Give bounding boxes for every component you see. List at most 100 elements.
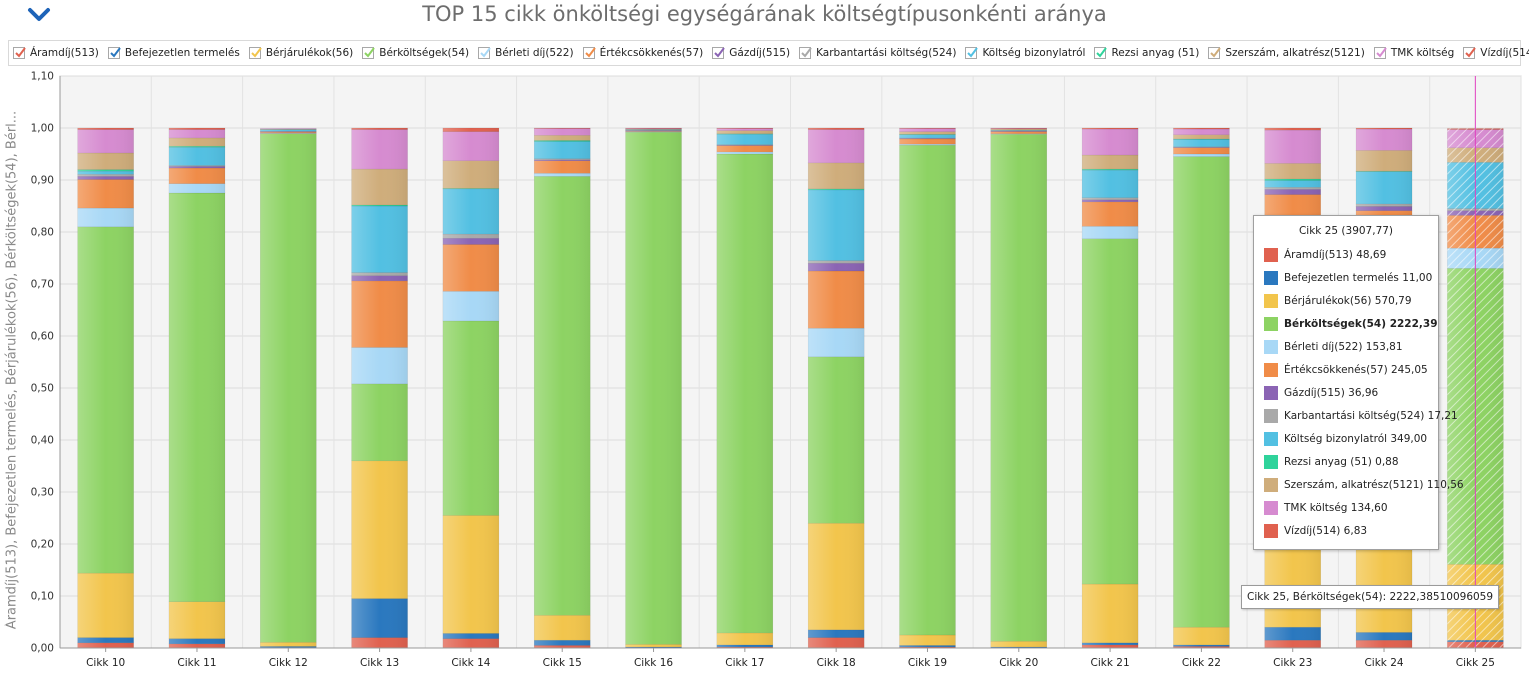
legend-item[interactable]: Bérleti díj(522) xyxy=(478,47,574,59)
legend-item-label: Szerszám, alkatrész(5121) xyxy=(1225,47,1365,59)
bar-segment-shade xyxy=(1082,199,1139,202)
tooltip-row-label: Áramdíj(513) 48,69 xyxy=(1284,248,1387,261)
legend-item-label: Vízdíj(514) xyxy=(1480,47,1529,59)
tooltip-row: Vízdíj(514) 6,83 xyxy=(1254,519,1438,542)
tooltip-swatch xyxy=(1264,385,1278,400)
x-tick-label: Cikk 25 xyxy=(1456,657,1495,669)
legend-item[interactable]: Költség bizonylatról xyxy=(965,47,1085,59)
bar-segment-shade xyxy=(1173,156,1230,628)
legend-item[interactable]: Bérköltségek(54) xyxy=(362,47,469,59)
legend-item[interactable]: Rezsi anyag (51) xyxy=(1094,47,1199,59)
bar-segment-shade xyxy=(1264,627,1321,641)
bar-segment-shade xyxy=(625,129,682,130)
bar-segment-shade xyxy=(808,629,865,638)
tooltip-row-label: Karbantartási költség(524) 17,21 xyxy=(1284,409,1458,422)
bar-segment-shade xyxy=(351,129,408,170)
tooltip-row: Bérjárulékok(56) 570,79 xyxy=(1254,289,1438,312)
bar-segment-shade xyxy=(1173,134,1230,139)
bar-segment-shade xyxy=(990,131,1047,134)
collapse-chevron-icon[interactable] xyxy=(26,4,52,26)
tooltip-title: Cikk 25 (3907,77) xyxy=(1298,225,1394,237)
x-tick-label: Cikk 14 xyxy=(451,657,490,669)
legend-item[interactable]: Befejezetlen termelés xyxy=(107,47,240,59)
bar-segment-shade xyxy=(808,188,865,190)
bar-segment-shade xyxy=(716,128,773,129)
bar-segment-shade xyxy=(990,133,1047,135)
y-tick-label: 0,30 xyxy=(31,487,54,499)
bar-segment-shade xyxy=(1082,644,1139,648)
bar-segment-shade xyxy=(77,174,134,177)
bar-segment-shade xyxy=(990,128,1047,130)
bar-segment-shade xyxy=(899,128,956,132)
bar-segment-shade xyxy=(716,144,773,146)
bar-segment-shade xyxy=(168,643,225,648)
checkbox-checked-icon[interactable] xyxy=(712,47,726,59)
bar-segment-shade xyxy=(77,642,134,648)
bar-segment-shade xyxy=(808,162,865,189)
checkbox-checked-icon[interactable] xyxy=(965,47,979,59)
checkbox-checked-icon[interactable] xyxy=(1208,47,1222,59)
legend-item[interactable]: Vízdíj(514) xyxy=(1463,47,1529,59)
tooltip-row: Befejezetlen termelés 11,00 xyxy=(1254,266,1438,289)
bar-segment-shade xyxy=(1173,646,1230,648)
x-tick-label: Cikk 24 xyxy=(1364,657,1403,669)
bar-segment-shade xyxy=(625,130,682,132)
bar-segment-shade xyxy=(168,193,225,602)
legend-item[interactable]: Karbantartási költség(524) xyxy=(799,47,956,59)
checkbox-checked-icon[interactable] xyxy=(1094,47,1108,59)
bar-segment-shade xyxy=(899,646,956,648)
bar-segment-shade xyxy=(534,135,591,141)
bar-segment-shade xyxy=(442,160,499,189)
bar-segment-shade xyxy=(260,131,317,133)
bar-segment-shade xyxy=(716,128,773,131)
bar-segment-shade xyxy=(1082,226,1139,239)
bar-segment-shade xyxy=(1264,163,1321,179)
tooltip-row-label: Rezsi anyag (51) 0,88 xyxy=(1284,455,1399,468)
bar-segment-shade xyxy=(351,206,408,273)
bar-segment-shade xyxy=(534,128,591,136)
bar-segment-shade xyxy=(77,179,134,209)
bar-segment-shade xyxy=(899,131,956,135)
bar-segment-shade xyxy=(260,129,317,130)
bar-segment-shade xyxy=(1173,644,1230,647)
bar-segment-shade xyxy=(808,356,865,524)
legend-item[interactable]: Szerszám, alkatrész(5121) xyxy=(1208,47,1365,59)
tooltip-swatch xyxy=(1264,270,1278,285)
checkbox-checked-icon[interactable] xyxy=(248,47,262,59)
checkbox-checked-icon[interactable] xyxy=(362,47,376,59)
bar-segment-shade xyxy=(77,169,134,172)
bar-segment-shade xyxy=(1264,128,1321,131)
x-tick-label: Cikk 13 xyxy=(360,657,399,669)
tooltip-row: Gázdíj(515) 36,96 xyxy=(1254,381,1438,404)
checkbox-checked-icon[interactable] xyxy=(478,47,491,59)
bar-segment-shade xyxy=(442,320,499,516)
checkbox-checked-icon[interactable] xyxy=(582,47,596,59)
tooltip-swatch xyxy=(1264,523,1278,538)
legend-item[interactable]: Bérjárulékok(56) xyxy=(248,47,353,59)
checkbox-checked-icon[interactable] xyxy=(13,47,26,59)
bar-segment-shade xyxy=(990,131,1047,132)
bar-segment-shade xyxy=(1356,206,1413,211)
checkbox-checked-icon[interactable] xyxy=(1463,47,1477,59)
tooltip-row: Bérleti díj(522) 153,81 xyxy=(1254,335,1438,358)
bar-segment-shade xyxy=(625,128,682,129)
bar-segment-shade xyxy=(625,131,682,133)
bar-segment-shade xyxy=(1264,189,1321,195)
legend-item[interactable]: TMK költség xyxy=(1373,47,1454,59)
legend-item[interactable]: Áramdíj(513) xyxy=(13,47,99,59)
bar-segment-shade xyxy=(625,132,682,645)
checkbox-checked-icon[interactable] xyxy=(799,47,812,59)
bar-segment-shade xyxy=(534,158,591,160)
x-tick-label: Cikk 10 xyxy=(86,657,125,669)
bar-segment-shade xyxy=(442,291,499,321)
bar-segment-shade xyxy=(168,146,225,148)
legend-item[interactable]: Gázdíj(515) xyxy=(712,47,790,59)
tooltip-row: Szerszám, alkatrész(5121) 110,56 xyxy=(1254,473,1464,496)
checkbox-checked-icon[interactable] xyxy=(1373,47,1387,59)
bar-segment-shade xyxy=(625,646,682,648)
legend-item[interactable]: Értékcsökkenés(57) xyxy=(582,47,703,59)
checkbox-checked-icon[interactable] xyxy=(107,47,121,59)
tooltip-row-label: Bérleti díj(522) 153,81 xyxy=(1284,340,1403,353)
bar-segment-shade xyxy=(260,128,317,130)
tooltip-row-label: Értékcsökkenés(57) 245,05 xyxy=(1284,363,1428,376)
